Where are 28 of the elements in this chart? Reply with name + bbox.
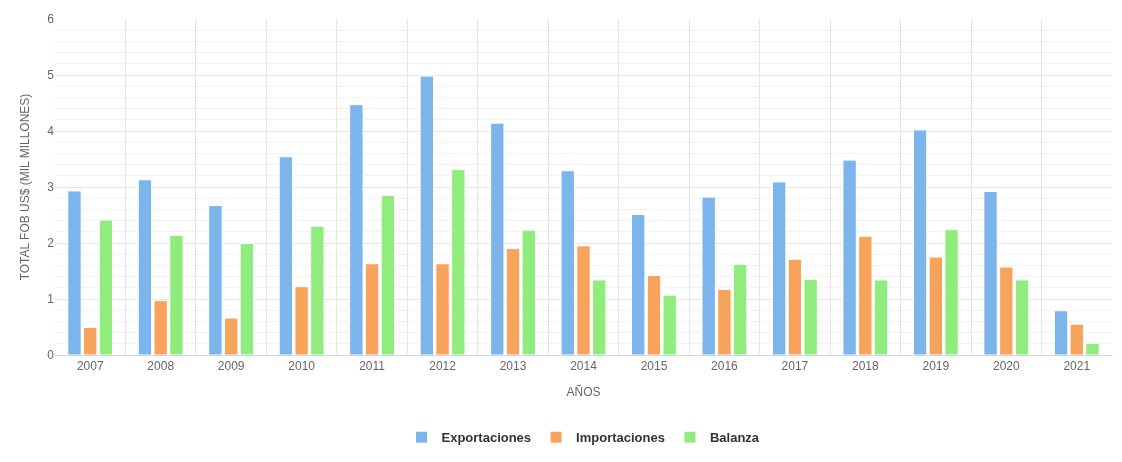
y-tick-label: 3 <box>47 180 55 195</box>
x-tick-label: 2012 <box>429 359 457 374</box>
x-tick-label: 2013 <box>499 359 527 374</box>
x-tick-label: 2007 <box>76 359 104 374</box>
x-tick-label: 2009 <box>217 359 245 374</box>
y-tick-label: 5 <box>47 68 55 83</box>
y-axis-title: TOTAL FOB US$ (MIL MILLONES) <box>17 93 32 281</box>
x-tick-label: 2021 <box>1063 359 1091 374</box>
y-tick-label: 2 <box>47 236 55 251</box>
legend-label: Importaciones <box>576 430 665 446</box>
x-axis-title: AÑOS <box>566 385 601 400</box>
x-tick-label: 2020 <box>992 359 1020 374</box>
y-tick-label: 1 <box>47 292 55 307</box>
y-tick-label: 0 <box>47 348 55 363</box>
x-tick-label: 2019 <box>922 359 950 374</box>
x-tick-label: 2015 <box>640 359 668 374</box>
x-tick-label: 2014 <box>570 359 598 374</box>
x-tick-label: 2011 <box>359 359 386 374</box>
legend-label: Balanza <box>709 430 760 446</box>
x-tick-label: 2008 <box>147 359 175 374</box>
x-tick-label: 2017 <box>781 359 809 374</box>
y-tick-label: 6 <box>47 12 55 27</box>
x-tick-label: 2016 <box>711 359 739 374</box>
y-tick-label: 4 <box>47 124 55 139</box>
x-tick-label: 2018 <box>852 359 880 374</box>
legend-label: Exportaciones <box>441 430 532 446</box>
bar <box>380 194 396 355</box>
x-tick-label: 2010 <box>288 359 316 374</box>
